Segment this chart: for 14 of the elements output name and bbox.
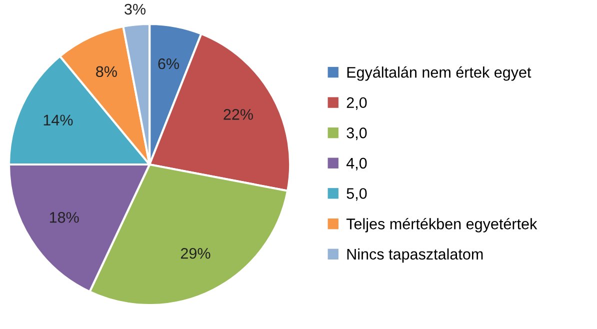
- data-label: 3%: [124, 4, 146, 15]
- legend-label: 5,0: [346, 188, 367, 201]
- legend-label: 2,0: [346, 97, 367, 110]
- data-label: 18%: [50, 212, 79, 223]
- legend-label: 4,0: [346, 158, 367, 170]
- legend-label: Teljes mértékben egyetértek: [346, 218, 538, 232]
- data-label: 8%: [96, 66, 117, 78]
- legend-label: Egyáltalán nem értek egyet: [347, 66, 532, 81]
- legend-label: 3,0: [346, 128, 367, 140]
- data-label: 14%: [44, 114, 73, 126]
- data-label: 29%: [180, 248, 210, 259]
- data-label: 6%: [158, 58, 180, 70]
- data-label: 22%: [224, 109, 253, 120]
- legend-label: Nincs tapasztalatom: [347, 248, 483, 263]
